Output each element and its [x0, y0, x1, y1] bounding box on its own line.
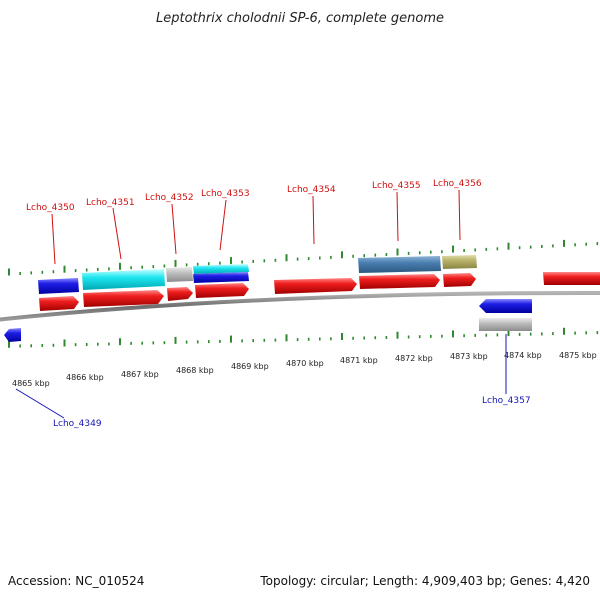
gene-label-lcho-4357[interactable]: Lcho_4357 [482, 396, 531, 406]
cds-arrow-lcho-4355[interactable] [359, 274, 440, 289]
gene-label-lcho-4354[interactable]: Lcho_4354 [287, 185, 336, 195]
ruler-label: 4869 kbp [231, 362, 269, 371]
leader-line-lcho-4352 [171, 203, 177, 255]
annotation-track [38, 255, 532, 331]
feature-bar-cyan[interactable] [82, 269, 165, 290]
ruler-label: 4866 kbp [66, 373, 104, 382]
cds-arrow-lcho-4351[interactable] [83, 290, 164, 307]
gene-label-lcho-4350[interactable]: Lcho_4350 [26, 203, 75, 213]
gene-label-lcho-4352[interactable]: Lcho_4352 [145, 193, 194, 203]
ruler-label: 4868 kbp [176, 366, 214, 375]
leader-line-lcho-4351 [112, 207, 122, 260]
ruler-labels: 4865 kbp 4866 kbp 4867 kbp 4868 kbp 4869 kbp… [12, 351, 597, 388]
gene-label-lcho-4351[interactable]: Lcho_4351 [86, 198, 135, 208]
ruler-label: 4867 kbp [121, 370, 159, 379]
gene-label-lcho-4353[interactable]: Lcho_4353 [201, 189, 250, 199]
feature-bar-blue[interactable] [38, 278, 79, 294]
cds-arrow-lcho-4354[interactable] [274, 278, 357, 294]
ruler-label: 4872 kbp [395, 354, 433, 363]
reverse-cds-track [4, 299, 532, 342]
accession-text: Accession: NC_010524 [8, 574, 144, 588]
ruler-label: 4870 kbp [286, 359, 324, 368]
gene-label-lcho-4349[interactable]: Lcho_4349 [53, 419, 102, 429]
leader-line-lcho-4350 [51, 213, 56, 265]
ruler-label: 4871 kbp [340, 356, 378, 365]
gene-label-lcho-4355[interactable]: Lcho_4355 [372, 181, 421, 191]
outer-ticks [8, 239, 599, 276]
forward-cds-track [39, 272, 600, 311]
genome-backbone [0, 290, 600, 322]
leader-line-lcho-4356 [458, 189, 461, 241]
feature-bar-cyan-2[interactable] [193, 264, 249, 274]
ruler-label: 4865 kbp [12, 379, 50, 388]
cds-arrow-offscreen[interactable] [543, 272, 600, 285]
cds-arrow-lcho-4349[interactable] [4, 328, 21, 342]
leader-line-lcho-4354 [312, 195, 315, 245]
cds-arrow-lcho-4350[interactable] [39, 296, 79, 311]
cds-arrow-lcho-4357[interactable] [479, 299, 532, 313]
gene-labels: Lcho_4350 Lcho_4351 Lcho_4352 Lcho_4353 Lcho… [15, 179, 531, 429]
leader-line-lcho-4349 [15, 388, 65, 419]
feature-bar-olive[interactable] [442, 255, 477, 269]
cds-arrow-lcho-4352[interactable] [167, 287, 193, 301]
cds-arrow-lcho-4353[interactable] [195, 283, 249, 298]
gene-label-lcho-4356[interactable]: Lcho_4356 [433, 179, 482, 189]
leader-line-lcho-4355 [396, 191, 399, 242]
ruler-label: 4874 kbp [504, 351, 542, 360]
ruler-label: 4873 kbp [450, 352, 488, 361]
feature-bar-blue-2[interactable] [193, 272, 249, 283]
leader-line-lcho-4353 [219, 199, 227, 251]
map-title: Leptothrix cholodnii SP-6, complete geno… [156, 11, 444, 26]
feature-bar-gray[interactable] [166, 267, 193, 282]
feature-bar-gray-2[interactable] [479, 318, 532, 331]
cds-arrow-lcho-4356[interactable] [443, 273, 476, 287]
genome-summary-text: Topology: circular; Length: 4,909,403 bp… [259, 574, 590, 588]
inner-ticks [8, 327, 599, 348]
feature-bar-steel[interactable] [358, 256, 441, 273]
ruler-label: 4875 kbp [559, 351, 597, 360]
